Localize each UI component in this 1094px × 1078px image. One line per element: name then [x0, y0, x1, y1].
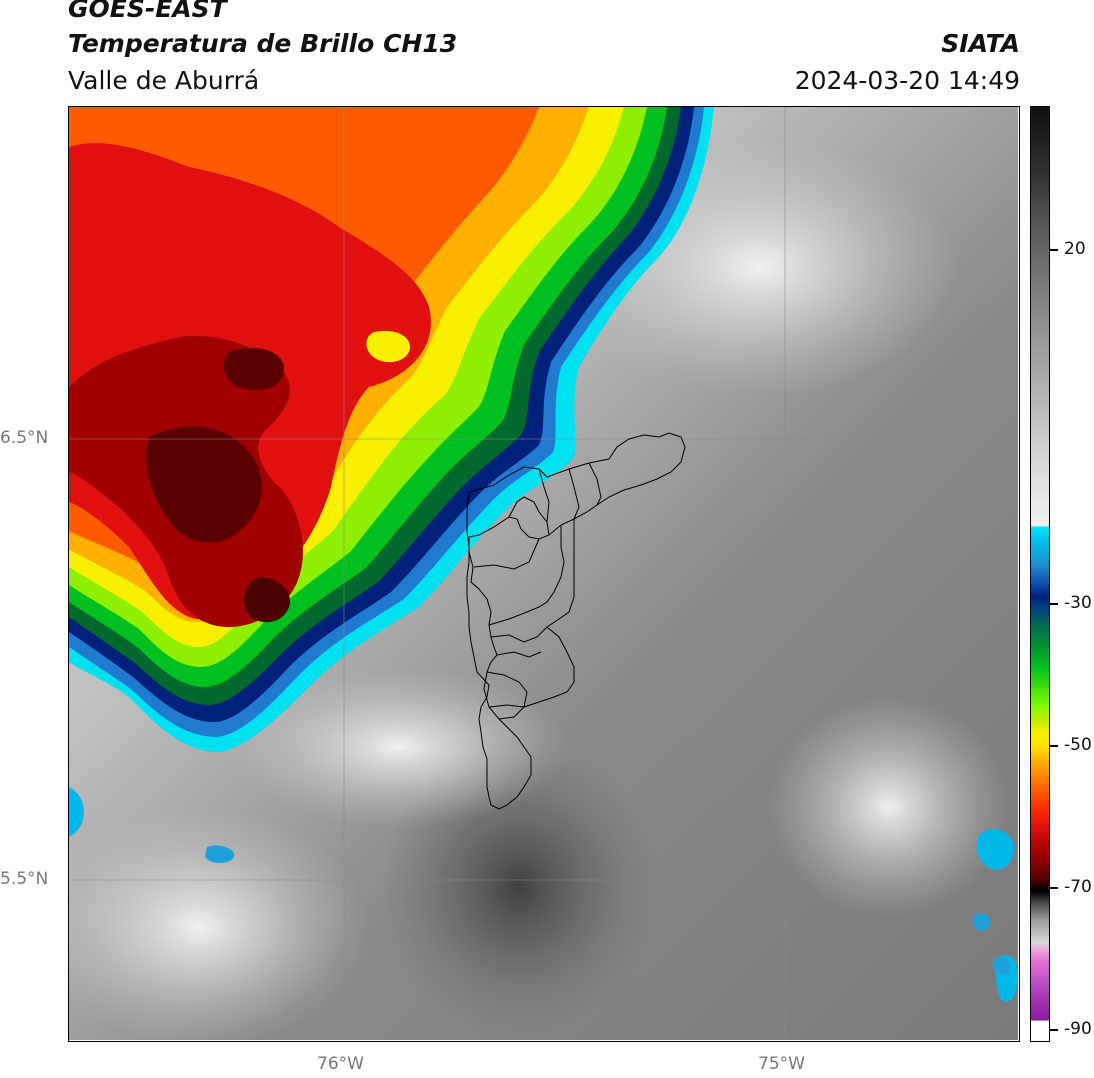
- satellite-map: [68, 106, 1020, 1042]
- light-patch: [229, 667, 569, 827]
- colorbar-tick: [1050, 603, 1058, 605]
- lat-label-6-5: 6.5°N: [0, 428, 49, 448]
- cold-pixel-cluster: [69, 787, 84, 837]
- colorbar-tick: [1050, 249, 1058, 251]
- light-patch: [69, 807, 369, 1040]
- colorbar-label-minus90: -90: [1064, 1019, 1092, 1039]
- colorbar-label-minus70: -70: [1064, 877, 1092, 897]
- colorbar-label-minus50: -50: [1064, 735, 1092, 755]
- datetime-label: 2024-03-20 14:49: [794, 66, 1020, 95]
- colorbar-label-20: 20: [1064, 239, 1086, 259]
- cold-pixel-cluster: [992, 957, 1011, 975]
- colorbar-tick: [1050, 1029, 1058, 1031]
- title-block: GOES-EAST Temperatura de Brillo CH13 Val…: [68, 0, 1020, 104]
- colorbar-tick: [1050, 745, 1058, 747]
- aburra-valley-boundary: [466, 432, 686, 810]
- lat-label-5-5: 5.5°N: [0, 869, 49, 889]
- convective-cloud: [69, 107, 714, 752]
- region-subtitle: Valle de Aburrá: [68, 66, 260, 95]
- cold-pixel-cluster: [205, 845, 235, 863]
- colorbar: [1030, 106, 1050, 1042]
- map-canvas: [69, 107, 1018, 1040]
- cold-pixel-cluster: [976, 829, 1015, 870]
- colorbar-label-minus30: -30: [1064, 593, 1092, 613]
- map-gridlines: [69, 107, 1018, 1040]
- lon-label-76w: 76°W: [317, 1054, 364, 1074]
- colorbar-tick: [1050, 887, 1058, 889]
- product-title: Temperatura de Brillo CH13: [68, 29, 458, 58]
- satellite-title: GOES-EAST: [68, 0, 227, 23]
- light-patch: [769, 697, 1009, 917]
- cold-pixel-cluster: [972, 913, 991, 931]
- institution-label: SIATA: [941, 29, 1020, 58]
- lon-label-75w: 75°W: [758, 1054, 805, 1074]
